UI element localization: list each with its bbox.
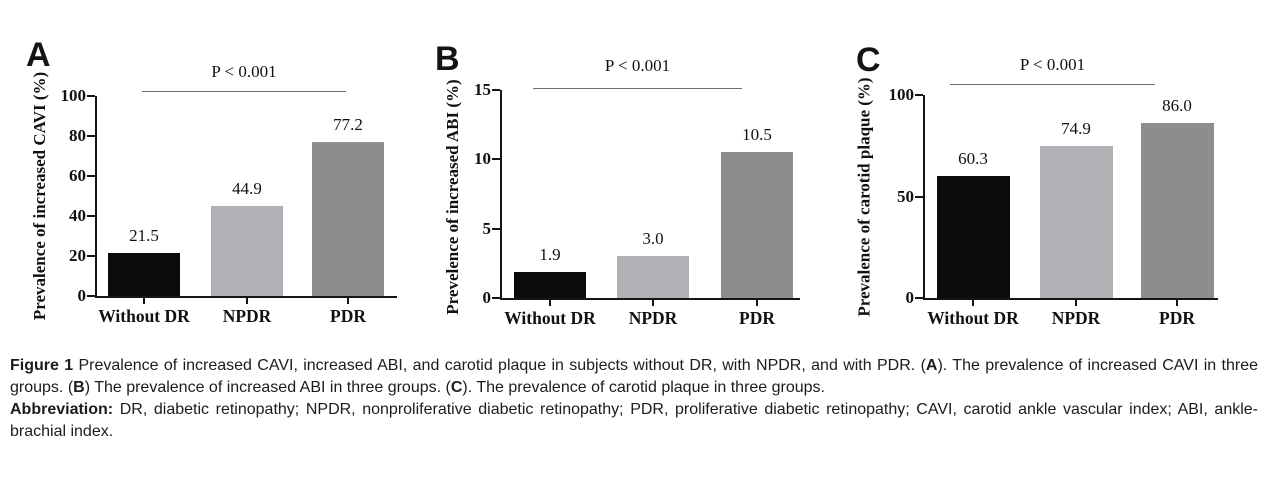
y-tick-label: 20 — [69, 246, 86, 265]
panel-letter-a: A — [26, 36, 51, 74]
figure-caption: Figure 1 Prevalence of increased CAVI, i… — [10, 355, 1258, 443]
y-axis-line — [923, 95, 925, 300]
y-tick — [87, 215, 95, 217]
bar-value-label: 44.9 — [232, 179, 262, 199]
caption-paragraph-2: Abbreviation: DR, diabetic retinopathy; … — [10, 401, 1258, 440]
x-tick — [347, 298, 349, 304]
y-tick-label: 100 — [888, 85, 915, 104]
y-tick-label: 5 — [482, 218, 492, 238]
x-tick — [972, 300, 974, 306]
y-tick — [87, 175, 95, 177]
y-tick — [87, 255, 95, 257]
y-tick-label: 80 — [69, 126, 86, 145]
x-category-label: NPDR — [222, 306, 272, 326]
chart-panel-c: C Prevalence of carotid plaque (%) P < 0… — [840, 0, 1266, 345]
bar-npdr — [211, 206, 283, 296]
x-axis-line — [95, 296, 397, 298]
bar-pdr — [1140, 123, 1214, 298]
y-tick — [492, 89, 500, 91]
y-tick-label: 10 — [474, 149, 491, 169]
y-tick — [87, 95, 95, 97]
y-tick — [87, 135, 95, 137]
bar-value-label: 21.5 — [129, 226, 159, 245]
x-tick — [1075, 300, 1077, 306]
bar-pdr — [312, 141, 384, 296]
bar-value-label: 1.9 — [539, 244, 561, 264]
y-axis-line — [500, 90, 502, 300]
bar-pdr — [721, 152, 793, 298]
y-tick — [915, 297, 923, 299]
bar-value-label: 86.0 — [1162, 96, 1192, 116]
chart-panel-a: A Prevalence of increased CAVI (%) P < 0… — [0, 0, 420, 345]
x-tick — [652, 300, 654, 306]
y-tick-label: 50 — [897, 186, 914, 206]
bar-value-label: 3.0 — [642, 229, 664, 249]
significance-line — [142, 91, 346, 92]
y-tick-label: 40 — [69, 206, 86, 225]
y-tick-label: 0 — [482, 288, 492, 307]
bar-without-dr — [108, 253, 180, 296]
panel-letter-c: C — [856, 41, 881, 79]
significance-label: P < 0.001 — [604, 56, 671, 75]
x-tick — [246, 298, 248, 304]
x-tick — [1176, 300, 1178, 306]
bar-value-label: 10.5 — [742, 125, 772, 145]
y-tick-label: 100 — [60, 86, 87, 105]
x-category-label: NPDR — [1051, 308, 1101, 328]
bar-npdr — [1039, 145, 1113, 298]
x-axis-line — [500, 298, 800, 300]
y-axis-line — [95, 96, 97, 298]
bar-without-dr — [936, 175, 1010, 298]
y-tick — [87, 295, 95, 297]
significance-label: P < 0.001 — [211, 62, 277, 81]
bar-value-label: 74.9 — [1061, 118, 1091, 138]
y-tick — [915, 94, 923, 96]
y-tick — [492, 158, 500, 161]
x-category-label: Without DR — [927, 308, 1019, 328]
x-axis-line — [923, 298, 1218, 300]
x-tick — [756, 300, 758, 306]
y-tick-label: 15 — [474, 80, 491, 99]
y-tick-label: 0 — [905, 288, 915, 307]
x-category-label: PDR — [739, 308, 775, 328]
y-tick-label: 60 — [69, 166, 86, 185]
bar-value-label: 77.2 — [333, 114, 363, 134]
x-category-label: NPDR — [628, 308, 678, 328]
caption-paragraph-1: Figure 1 Prevalence of increased CAVI, i… — [10, 357, 1259, 396]
figure-panels: A Prevalence of increased CAVI (%) P < 0… — [0, 0, 1266, 345]
significance-line — [950, 84, 1155, 85]
x-category-label: PDR — [1159, 308, 1195, 328]
bar-npdr — [617, 256, 689, 298]
x-tick — [549, 300, 551, 306]
bar-without-dr — [514, 271, 586, 298]
chart-panel-b: B Prevelence of increased ABI (%) P < 0.… — [420, 0, 840, 345]
bar-value-label: 60.3 — [958, 148, 988, 168]
y-tick-label: 0 — [77, 286, 87, 305]
y-tick — [915, 195, 923, 198]
x-tick — [143, 298, 145, 304]
significance-label: P < 0.001 — [1019, 55, 1086, 74]
x-category-label: Without DR — [98, 306, 190, 326]
y-tick — [492, 297, 500, 299]
panel-letter-b: B — [435, 40, 460, 78]
x-category-label: Without DR — [504, 308, 596, 328]
significance-line — [533, 88, 742, 89]
y-tick — [492, 227, 500, 230]
x-category-label: PDR — [330, 306, 366, 326]
